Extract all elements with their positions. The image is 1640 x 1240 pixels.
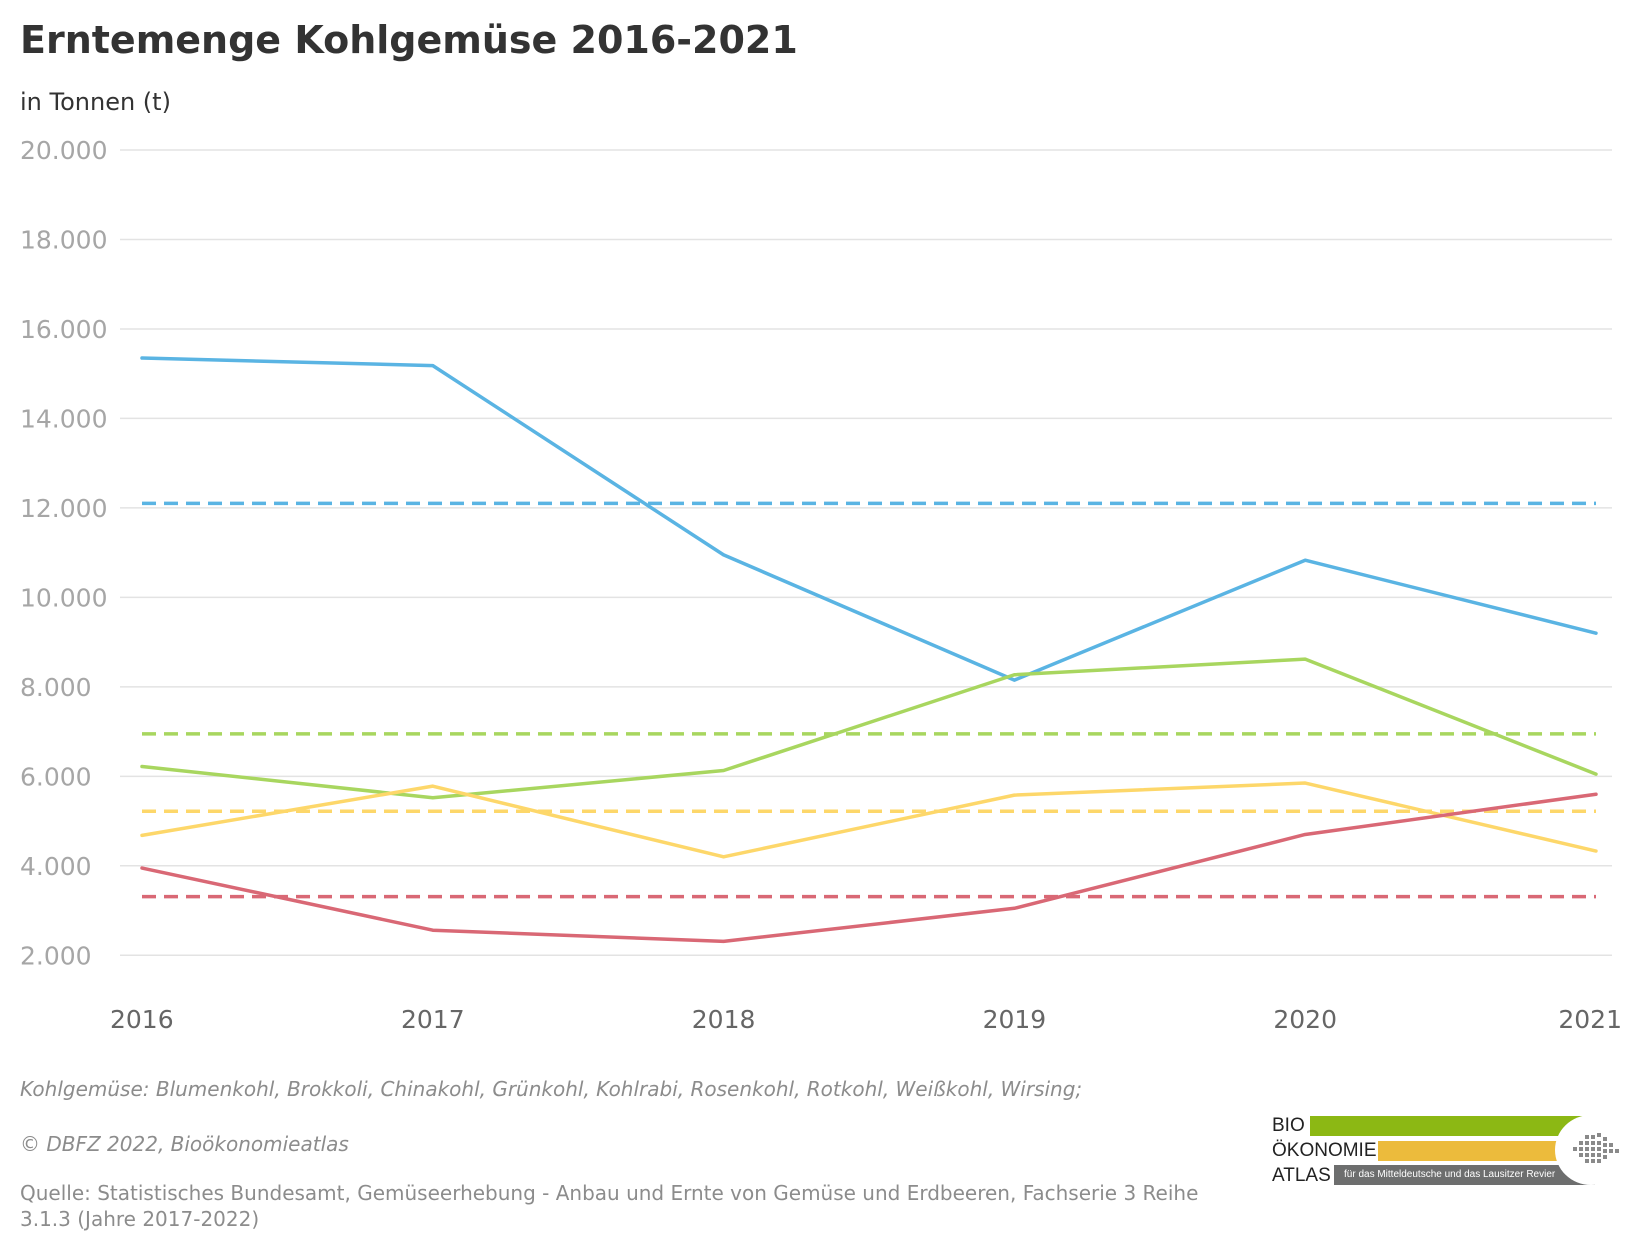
series-line xyxy=(140,356,1598,682)
data-point xyxy=(1303,781,1307,785)
y-tick-label: 16.000 xyxy=(20,315,107,344)
logo-word-atlas: ATLAS xyxy=(1272,1165,1331,1186)
average-lines xyxy=(142,501,1596,899)
x-axis: 2016 2017 2018 2019 2020 2021 xyxy=(110,1005,1622,1034)
logo-map-emblem xyxy=(1555,1115,1627,1185)
map-icon xyxy=(1573,1133,1619,1163)
data-point xyxy=(722,939,726,943)
chart-subtitle: in Tonnen (t) xyxy=(20,88,171,116)
x-tick-label: 2020 xyxy=(1273,1005,1337,1034)
logo-green-bar xyxy=(1310,1116,1595,1136)
series-lines xyxy=(140,356,1598,944)
y-tick-label: 2.000 xyxy=(20,941,92,970)
logo-gray-bar: für das Mitteldeutsche und das Lausitzer… xyxy=(1334,1165,1595,1185)
data-point xyxy=(140,866,144,870)
logo-word-oekonomie: ÖKONOMIE xyxy=(1272,1140,1377,1161)
data-point xyxy=(431,364,435,368)
y-tick-label: 18.000 xyxy=(20,225,107,254)
data-point xyxy=(722,855,726,859)
data-point xyxy=(1594,772,1598,776)
data-point xyxy=(722,553,726,557)
data-point xyxy=(431,928,435,932)
cabbage-types-note: Kohlgemüse: Blumenkohl, Brokkoli, Chinak… xyxy=(20,1077,1083,1101)
series-line xyxy=(140,781,1598,859)
x-tick-label: 2017 xyxy=(401,1005,465,1034)
grid-lines xyxy=(120,149,1612,957)
line-chart: 2.000 4.000 6.000 8.000 10.000 12.000 14.000 16… xyxy=(20,136,1622,1034)
y-tick-label: 14.000 xyxy=(20,404,107,433)
logo-word-bio: BIO xyxy=(1272,1115,1305,1136)
y-tick-label: 10.000 xyxy=(20,583,107,612)
source-note: Quelle: Statistisches Bundesamt, Gemüsee… xyxy=(20,1181,1199,1231)
series-line xyxy=(140,792,1598,944)
x-tick-label: 2016 xyxy=(110,1005,174,1034)
data-point xyxy=(1303,657,1307,661)
y-tick-label: 4.000 xyxy=(20,852,92,881)
data-point xyxy=(1012,678,1016,682)
logo-tagline: für das Mitteldeutsche und das Lausitzer… xyxy=(1344,1169,1556,1180)
y-tick-label: 12.000 xyxy=(20,494,107,523)
chart-title: Erntemenge Kohlgemüse 2016-2021 xyxy=(20,18,798,62)
data-point xyxy=(140,764,144,768)
data-point xyxy=(431,784,435,788)
data-point xyxy=(1012,906,1016,910)
data-point xyxy=(1594,792,1598,796)
y-tick-label: 8.000 xyxy=(20,673,92,702)
copyright-note: © DBFZ 2022, Bioökonomieatlas xyxy=(20,1132,349,1156)
data-point xyxy=(722,769,726,772)
data-point xyxy=(1012,673,1016,677)
x-tick-label: 2018 xyxy=(692,1005,756,1034)
data-point xyxy=(1303,832,1307,836)
x-tick-label: 2019 xyxy=(983,1005,1047,1034)
data-point xyxy=(140,833,144,837)
x-tick-label: 2021 xyxy=(1558,1005,1622,1034)
data-point xyxy=(1594,849,1598,853)
y-axis: 2.000 4.000 6.000 8.000 10.000 12.000 14.000 16… xyxy=(20,136,107,970)
logo-yellow-bar xyxy=(1378,1141,1595,1161)
data-point xyxy=(1012,793,1016,797)
data-point xyxy=(1594,631,1598,635)
series-line xyxy=(140,657,1598,800)
bioeconomy-atlas-logo: BIO ÖKONOMIE ATLAS für das Mitteldeutsch… xyxy=(1272,1115,1627,1186)
data-point xyxy=(431,796,435,800)
y-tick-label: 20.000 xyxy=(20,136,107,165)
y-tick-label: 6.000 xyxy=(20,762,92,791)
data-point xyxy=(140,356,144,360)
data-point xyxy=(1303,558,1307,562)
